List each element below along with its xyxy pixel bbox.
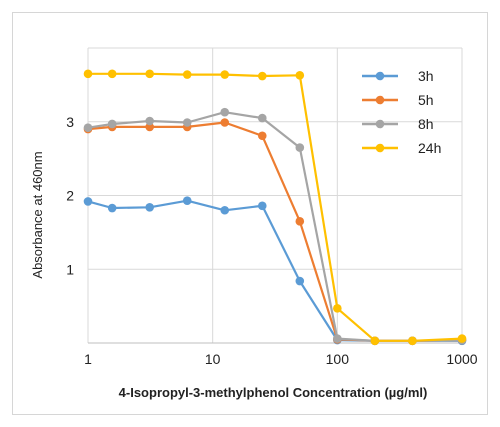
data-point-24h	[333, 304, 342, 313]
data-point-3h	[145, 203, 154, 212]
grid-lines	[87, 47, 463, 344]
series-line-8h	[87, 111, 463, 342]
legend-label-3h: 3h	[418, 68, 434, 84]
data-point-8h	[107, 119, 117, 129]
chart-frame	[12, 12, 488, 415]
data-point-24h	[145, 69, 154, 79]
x-tick-label: 100	[326, 351, 350, 367]
data-point-3h	[220, 205, 230, 215]
y-tick-label: 3	[66, 114, 74, 130]
data-point-8h	[257, 113, 267, 123]
data-point-24h	[257, 71, 267, 81]
data-point-24h	[370, 336, 380, 346]
series-line-3h	[87, 199, 462, 342]
data-point-3h	[182, 196, 192, 205]
data-point-3h	[83, 197, 93, 206]
legend-marker-24h	[375, 143, 385, 153]
legend-label-24h: 24h	[418, 140, 441, 156]
legend-marker-8h	[375, 119, 385, 129]
data-point-8h	[145, 116, 154, 126]
data-point-8h	[220, 107, 230, 117]
series-lines	[83, 69, 467, 346]
data-point-24h	[457, 334, 467, 343]
x-tick-label: 1000	[446, 351, 477, 367]
x-tick-label: 10	[205, 351, 221, 367]
data-point-8h	[182, 118, 192, 127]
data-point-24h	[107, 69, 117, 79]
data-point-5h	[145, 122, 154, 132]
legend-marker-3h	[375, 71, 385, 81]
data-point-24h	[408, 336, 417, 346]
data-point-5h	[295, 217, 305, 226]
legend-label-8h: 8h	[418, 116, 434, 132]
legend-marker-5h	[375, 95, 385, 105]
data-point-5h	[220, 118, 230, 127]
y-tick-label: 1	[66, 261, 74, 277]
data-point-24h	[295, 70, 305, 80]
axis-ticks: 1 10 100 1000 1 2 3	[66, 114, 478, 367]
x-tick-label: 1	[84, 351, 92, 367]
data-point-3h	[295, 276, 305, 286]
data-point-8h	[295, 143, 305, 152]
y-tick-label: 2	[66, 188, 74, 204]
y-axis-title: Absorbance at 460nm	[30, 151, 45, 278]
data-point-5h	[257, 131, 267, 141]
legend-label-5h: 5h	[418, 92, 434, 108]
data-point-3h	[257, 201, 267, 211]
data-point-8h	[333, 334, 342, 343]
data-point-24h	[220, 70, 230, 79]
data-point-3h	[107, 203, 117, 213]
legend: 3h 5h 8h 24h	[362, 68, 441, 156]
x-axis-title: 4-Isopropyl-3-methylphenol Concentration…	[119, 385, 428, 400]
data-point-8h	[83, 123, 93, 132]
data-point-24h	[182, 70, 192, 79]
data-point-24h	[83, 69, 93, 79]
